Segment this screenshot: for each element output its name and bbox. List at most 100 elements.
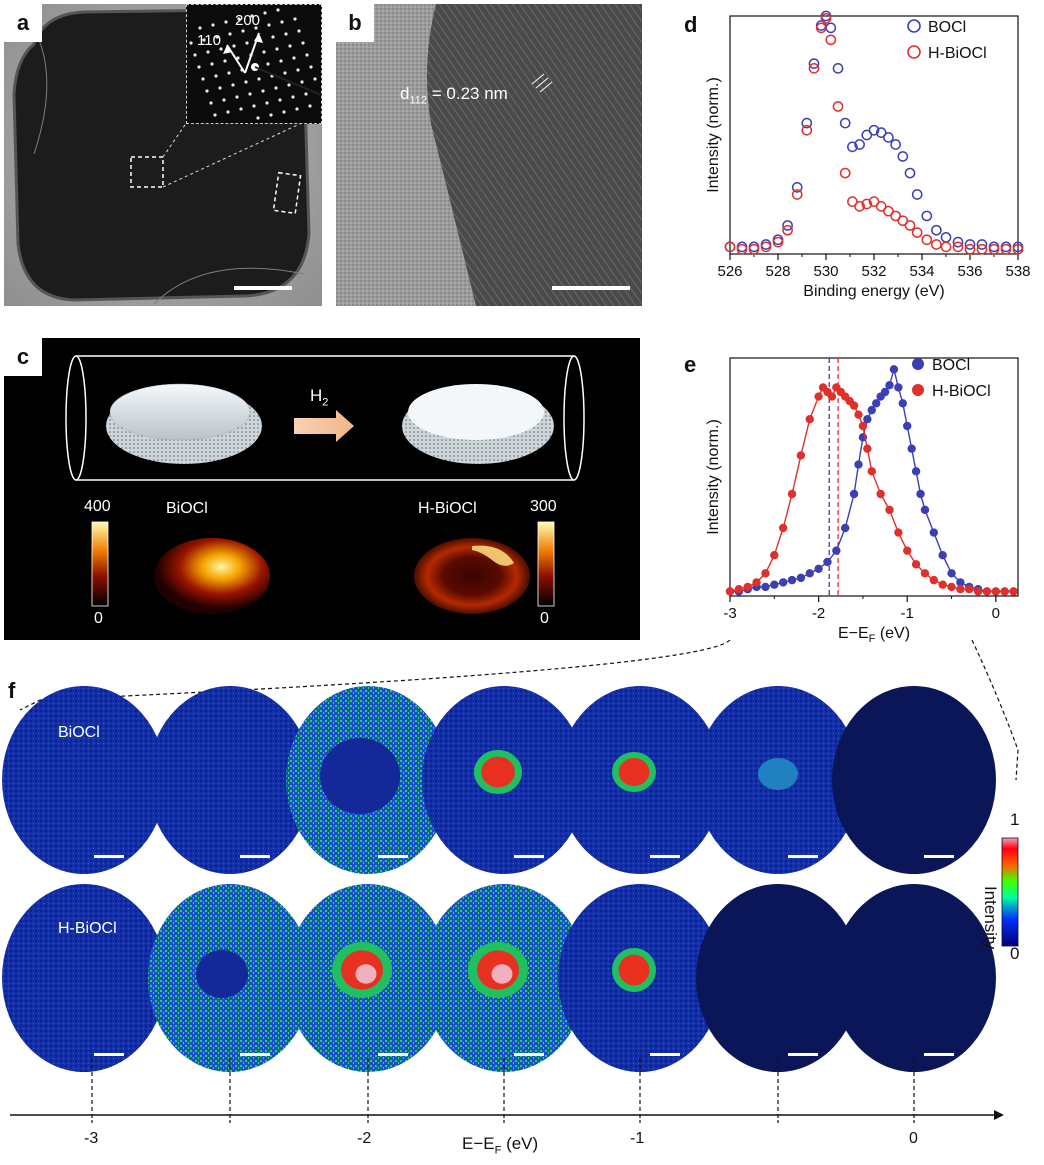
diffraction-spot <box>309 65 313 69</box>
x-tick-label: 526 <box>717 263 742 280</box>
panel-e: -3 -2 -1 0 Intensity (norm.) E−EF (eV) BOCl H-B… <box>660 340 1044 660</box>
diffraction-spot <box>214 74 218 78</box>
data-point <box>814 564 823 573</box>
data-point <box>875 201 887 212</box>
chart-e: -3 -2 -1 0 Intensity (norm.) E−EF (eV) BOCl H-B… <box>705 357 1019 645</box>
data-point <box>938 580 947 589</box>
diffraction-spot <box>305 53 309 57</box>
peem-map <box>148 686 312 874</box>
y-axis-label: Intensity (norm.) <box>705 419 722 535</box>
diffraction-spot <box>224 20 228 24</box>
data-point <box>808 63 820 74</box>
panel-d: 526 528 530 532 534 536 538 Intensity (norm.) Bi… <box>660 4 1044 324</box>
data-point <box>907 444 916 453</box>
data-point <box>854 410 863 419</box>
data-point <box>868 196 880 207</box>
data-point <box>911 189 923 200</box>
x-axis-label-sub: F <box>869 633 876 645</box>
h2-label: H2 <box>310 386 329 409</box>
data-point <box>825 22 837 34</box>
data-point <box>832 63 844 74</box>
peem-map <box>2 884 166 1072</box>
diffraction-spot <box>296 68 300 72</box>
panel-letter-f: f <box>8 678 16 703</box>
data-point <box>897 215 909 227</box>
data-point <box>839 117 851 129</box>
scale-bar <box>514 1053 544 1056</box>
data-point <box>787 489 797 499</box>
data-point <box>982 587 992 596</box>
panel-letter-b: b <box>336 4 374 42</box>
map-hot-spot <box>481 756 515 788</box>
x-axis-label: Binding energy (eV) <box>803 283 944 300</box>
data-point <box>894 528 903 537</box>
diffraction-spot <box>252 104 256 108</box>
data-point <box>847 196 858 207</box>
data-point <box>880 387 890 397</box>
diffraction-spot <box>193 53 197 57</box>
data-point <box>854 139 865 150</box>
map-hot-spot <box>618 758 650 786</box>
data-point <box>832 101 844 112</box>
f-tick-m3: -3 <box>84 1130 99 1147</box>
saed-inset: 110 200 <box>186 4 322 124</box>
diffraction-spot <box>300 80 304 84</box>
data-point <box>791 189 803 200</box>
map-hot-core <box>355 964 377 984</box>
peem-map <box>832 884 996 1072</box>
diffraction-spot <box>256 116 260 120</box>
data-point <box>867 405 876 415</box>
diffraction-spot <box>292 56 296 60</box>
diffraction-spot <box>201 77 205 81</box>
diffraction-spot <box>274 86 278 90</box>
data-point <box>929 528 939 537</box>
x-tick-label: 534 <box>909 263 934 280</box>
data-point <box>863 415 872 424</box>
row-label-biocl: BiOCl <box>58 724 100 741</box>
x-axis-label-unit: (eV) <box>875 625 910 642</box>
data-point <box>778 523 788 533</box>
data-point <box>911 467 921 476</box>
data-point <box>752 578 761 587</box>
diffraction-spot <box>244 80 248 84</box>
diffraction-spot <box>266 62 270 66</box>
data-point <box>734 585 744 594</box>
plot-frame <box>729 357 1019 597</box>
data-point <box>1000 587 1009 596</box>
data-point <box>904 167 916 179</box>
diffraction-spot <box>276 8 280 12</box>
diffraction-spot <box>219 47 223 51</box>
diffraction-spot <box>304 92 308 96</box>
diffraction-spot <box>248 92 252 96</box>
f-cbar-label: Intensity <box>981 886 1000 950</box>
diffraction-spot <box>222 98 226 102</box>
data-point <box>805 415 814 424</box>
diffraction-spot <box>283 71 287 75</box>
data-point <box>724 241 736 253</box>
data-point <box>947 582 956 592</box>
diffraction-spot <box>198 26 202 30</box>
data-point <box>858 421 868 431</box>
hrtem-image <box>336 4 642 306</box>
data-point <box>778 578 788 587</box>
data-point <box>885 505 894 515</box>
data-point <box>885 381 894 390</box>
data-point <box>890 210 901 222</box>
diffraction-spot <box>291 95 295 99</box>
data-point <box>965 585 974 594</box>
diffraction-spot <box>197 65 201 69</box>
data-point <box>1012 243 1024 255</box>
series-line <box>729 386 1014 593</box>
diffraction-spot <box>257 77 261 81</box>
peem-maps <box>2 639 1019 1125</box>
scale-bar <box>788 855 818 858</box>
data-point <box>947 569 956 578</box>
diffraction-spot <box>295 107 299 111</box>
f-colorbar <box>1001 837 1019 947</box>
data-point <box>868 124 880 136</box>
data-point <box>736 243 748 255</box>
data-point <box>976 243 988 255</box>
scale-bar <box>94 1053 124 1056</box>
lattice-label: d112 = 0.23 nm <box>400 84 508 107</box>
diffraction-spot <box>223 59 227 63</box>
